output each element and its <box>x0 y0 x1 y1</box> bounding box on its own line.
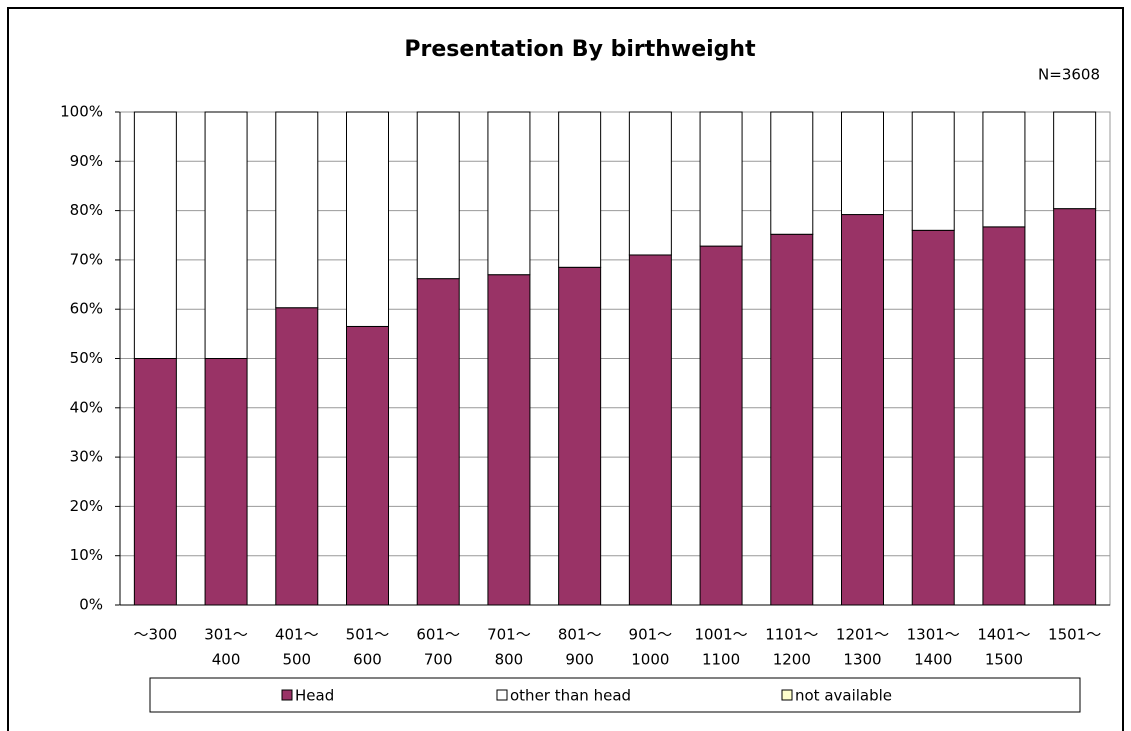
bar-segment <box>133 358 177 606</box>
bar-segment <box>770 233 814 606</box>
y-tick-label: 40% <box>70 398 103 416</box>
x-tick-label: 800 <box>495 651 524 669</box>
x-tick-label: 1200 <box>773 651 811 669</box>
legend-box <box>149 677 1081 713</box>
bar-segment <box>699 111 743 247</box>
y-tick-label: 90% <box>70 152 103 170</box>
bar-segment <box>911 111 955 231</box>
x-tick-label: 1101〜 <box>765 626 818 644</box>
y-tick-label: 80% <box>70 201 103 219</box>
bar-segment <box>1053 208 1097 606</box>
chart-title: Presentation By birthweight <box>404 37 756 62</box>
x-tick-label: 1500 <box>985 651 1023 669</box>
bar-segment <box>487 274 531 606</box>
bar-segment <box>628 111 672 256</box>
bar-segment <box>133 111 177 359</box>
y-tick-label: 20% <box>70 497 103 515</box>
legend-label: Head <box>295 687 334 705</box>
bar-segment <box>841 214 884 606</box>
bar-segment <box>628 254 672 606</box>
x-tick-label: 1000 <box>631 651 669 669</box>
bar-segment <box>982 226 1026 606</box>
bar-segment <box>841 111 884 216</box>
bar-segment <box>487 111 531 276</box>
bar-segment <box>911 229 955 606</box>
bar-segment <box>275 111 319 309</box>
x-tick-label: 1301〜 <box>907 626 960 644</box>
x-tick-label: 1001〜 <box>694 626 747 644</box>
x-tick-label: 900 <box>565 651 594 669</box>
y-tick-label: 30% <box>70 448 103 466</box>
legend-swatch <box>496 689 508 701</box>
legend-label: other than head <box>510 687 631 705</box>
y-tick-label: 100% <box>60 103 103 121</box>
y-tick-label: 50% <box>70 349 103 367</box>
bar-segment <box>275 307 319 606</box>
legend-label: not available <box>795 687 892 705</box>
x-tick-label: 501〜 <box>346 626 390 644</box>
bar-segment <box>416 111 460 280</box>
y-tick-label: 10% <box>70 546 103 564</box>
x-tick-label: 1300 <box>843 651 881 669</box>
bar-segment <box>1053 111 1097 210</box>
y-tick-label: 60% <box>70 300 103 318</box>
x-tick-label: 601〜 <box>416 626 460 644</box>
x-tick-label: 801〜 <box>558 626 602 644</box>
x-tick-label: 1401〜 <box>977 626 1030 644</box>
bar-segment <box>982 111 1026 228</box>
bar-segment <box>346 325 389 606</box>
x-tick-label: 〜300 <box>134 626 178 644</box>
bar-segment <box>558 111 602 268</box>
x-tick-label: 701〜 <box>487 626 531 644</box>
x-tick-label: 1400 <box>914 651 952 669</box>
x-tick-label: 301〜 <box>204 626 248 644</box>
frame <box>7 7 1124 731</box>
x-tick-label: 901〜 <box>629 626 673 644</box>
bar-segment <box>416 278 460 606</box>
x-tick-label: 400 <box>212 651 241 669</box>
bar-segment <box>204 358 248 606</box>
x-tick-label: 401〜 <box>275 626 319 644</box>
bar-segment <box>346 111 389 327</box>
x-tick-label: 500 <box>282 651 311 669</box>
x-tick-label: 1201〜 <box>836 626 889 644</box>
bar-segment <box>558 266 602 606</box>
x-tick-label: 1501〜 <box>1048 626 1101 644</box>
bar-segment <box>204 111 248 359</box>
legend-swatch <box>281 689 293 701</box>
legend-swatch <box>781 689 793 701</box>
y-tick-label: 0% <box>79 596 103 614</box>
bar-segment <box>770 111 814 235</box>
annotation: N=3608 <box>1038 66 1100 84</box>
x-tick-label: 700 <box>424 651 453 669</box>
y-tick-label: 70% <box>70 250 103 268</box>
x-tick-label: 1100 <box>702 651 740 669</box>
x-tick-label: 600 <box>353 651 382 669</box>
bar-segment <box>699 245 743 606</box>
